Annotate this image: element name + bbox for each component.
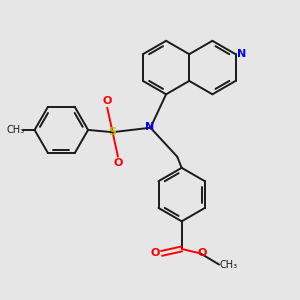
Text: CH₃: CH₃: [220, 260, 238, 269]
Text: N: N: [237, 49, 246, 59]
Text: O: O: [113, 158, 123, 168]
Text: S: S: [109, 127, 117, 137]
Text: N: N: [145, 122, 154, 132]
Text: O: O: [198, 248, 207, 258]
Text: CH₃: CH₃: [6, 125, 25, 135]
Text: O: O: [103, 96, 112, 106]
Text: O: O: [151, 248, 160, 258]
